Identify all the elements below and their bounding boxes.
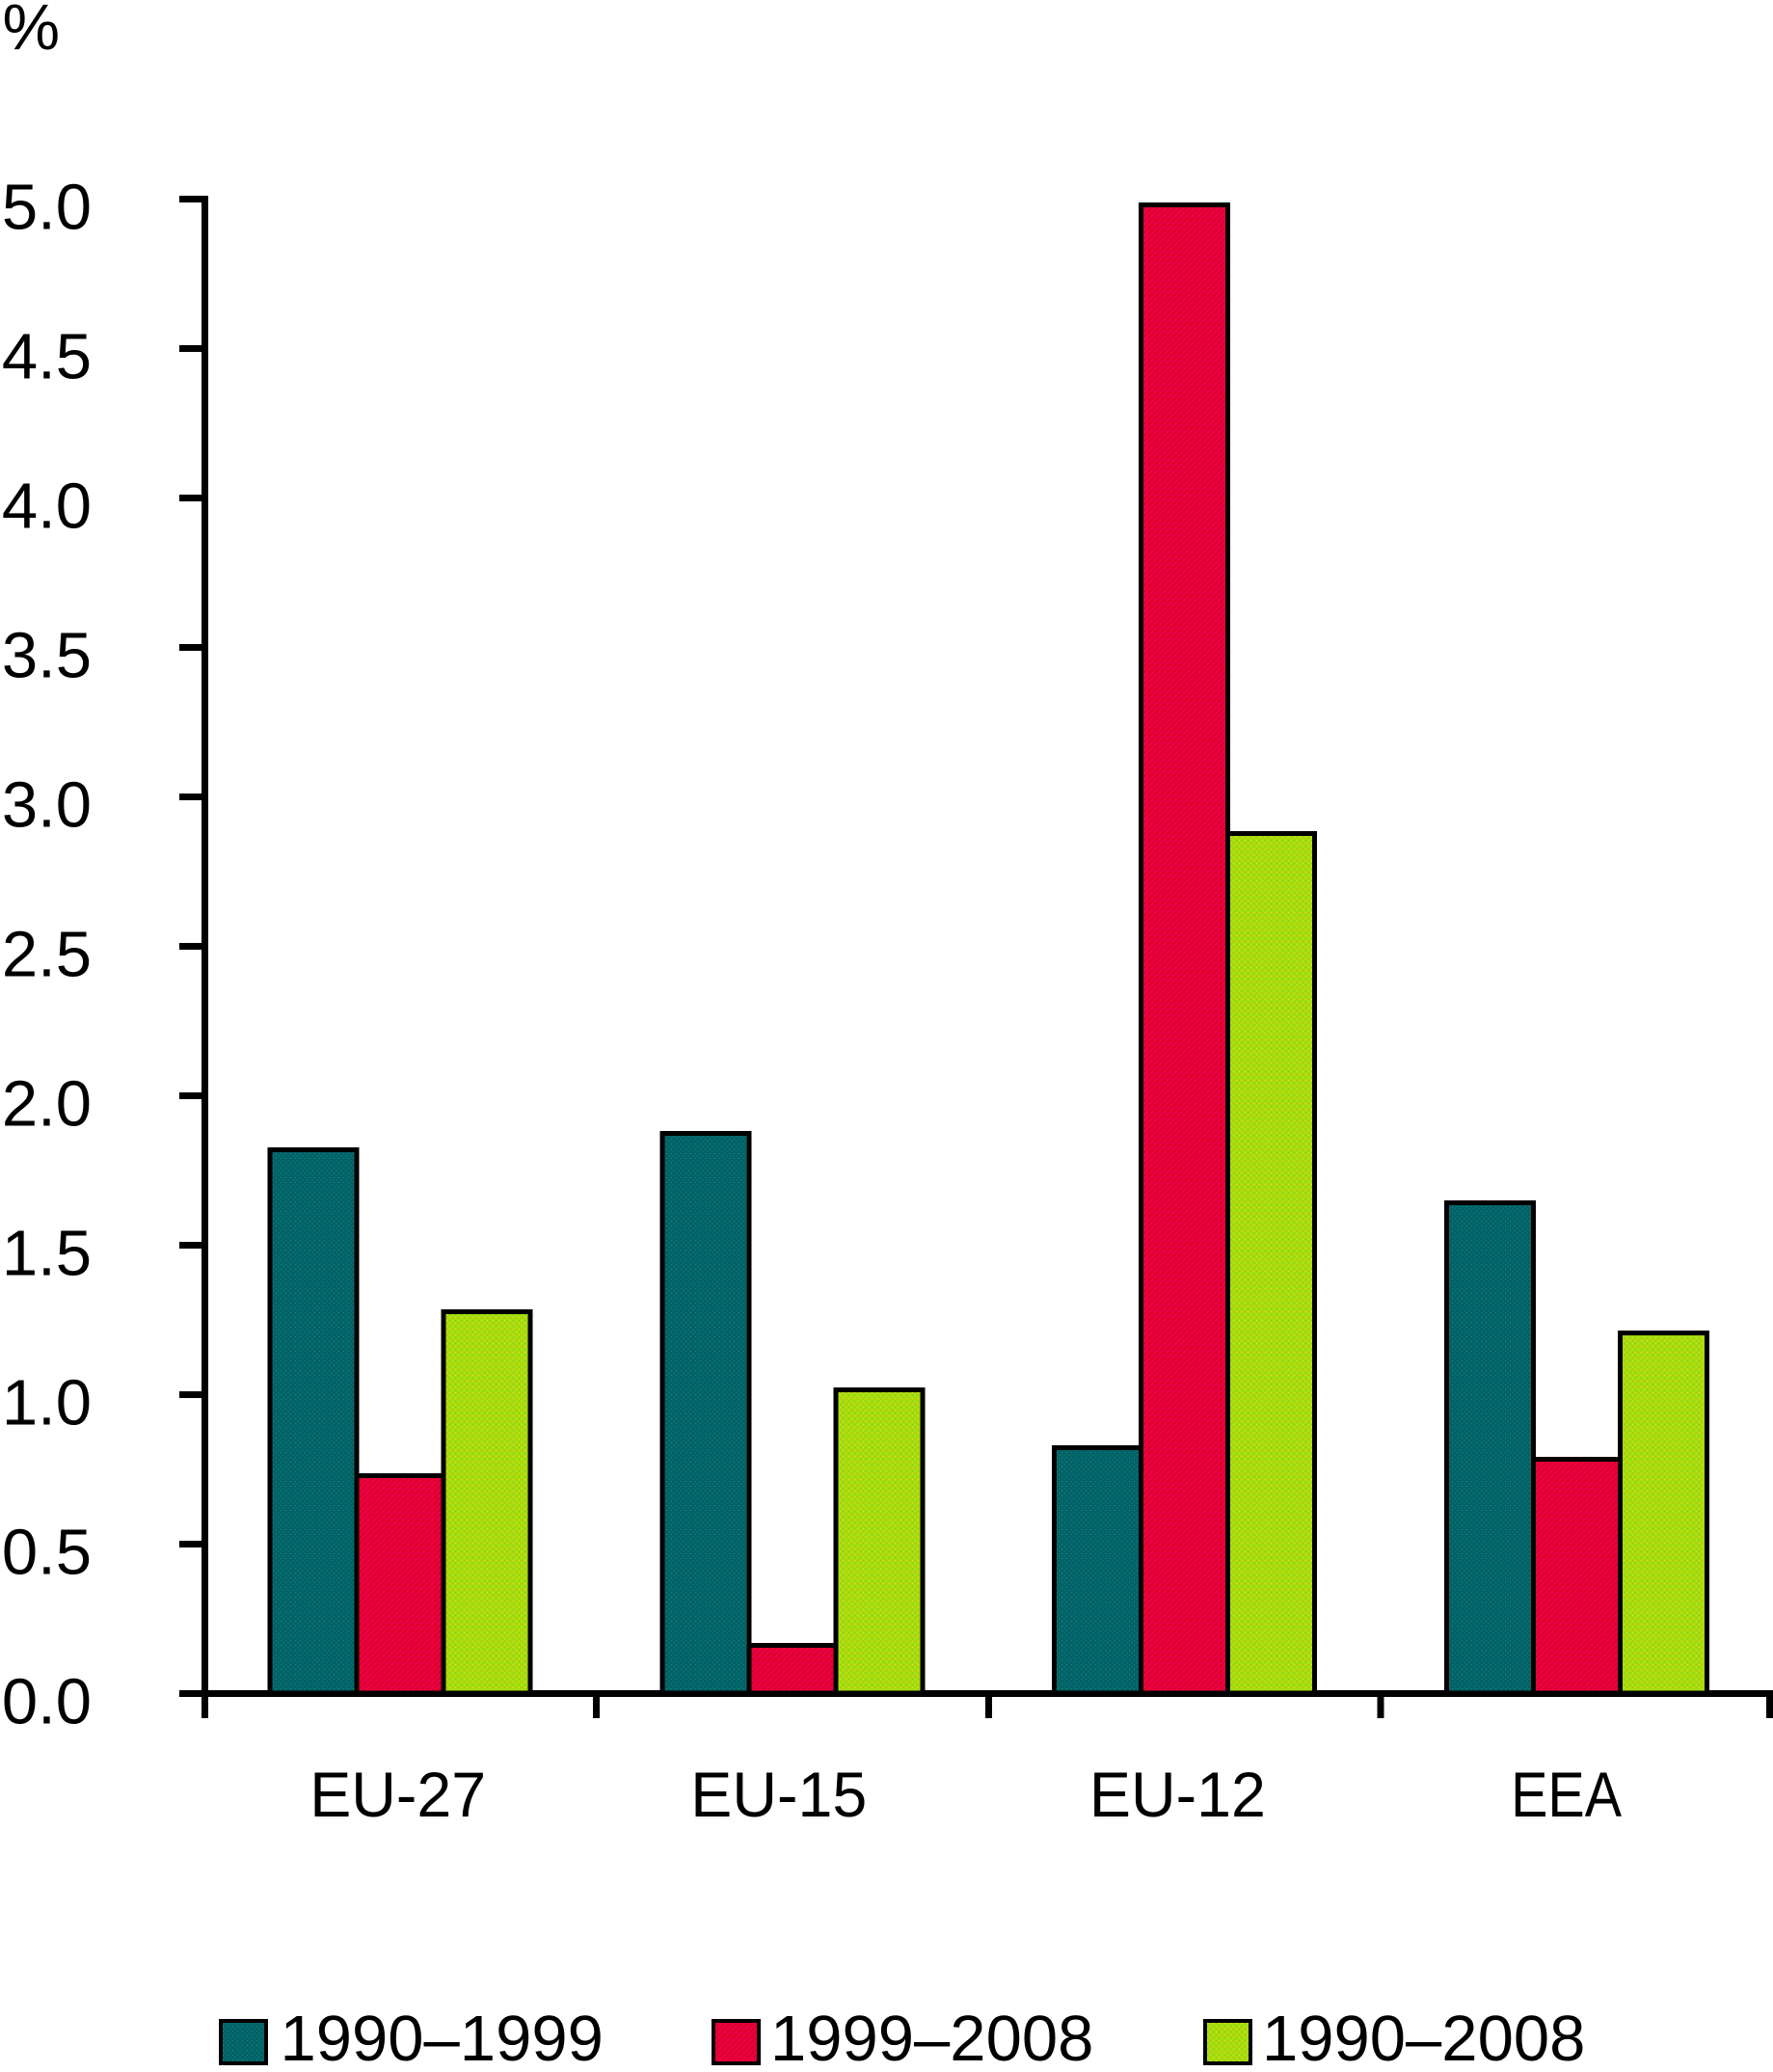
svg-text:1990–1999: 1990–1999 [281, 2003, 604, 2072]
svg-text:4.5: 4.5 [2, 321, 92, 393]
svg-text:4.0: 4.0 [2, 471, 92, 543]
svg-text:%: % [3, 0, 61, 64]
svg-text:EEA: EEA [1511, 1759, 1622, 1830]
svg-text:1990–2008: 1990–2008 [1262, 2003, 1585, 2072]
svg-text:0.0: 0.0 [2, 1666, 92, 1738]
svg-text:EU-27: EU-27 [309, 1759, 486, 1830]
svg-text:EU-15: EU-15 [690, 1759, 867, 1830]
svg-text:2.5: 2.5 [2, 919, 92, 991]
svg-text:1999–2008: 1999–2008 [770, 2003, 1093, 2072]
svg-text:3.0: 3.0 [2, 769, 92, 842]
svg-text:0.5: 0.5 [2, 1517, 92, 1589]
svg-text:5.0: 5.0 [2, 172, 92, 244]
svg-text:EU-12: EU-12 [1089, 1759, 1266, 1830]
svg-text:1.5: 1.5 [2, 1218, 92, 1290]
svg-text:2.0: 2.0 [2, 1068, 92, 1141]
svg-text:3.5: 3.5 [2, 620, 92, 692]
svg-text:1.0: 1.0 [2, 1367, 92, 1440]
